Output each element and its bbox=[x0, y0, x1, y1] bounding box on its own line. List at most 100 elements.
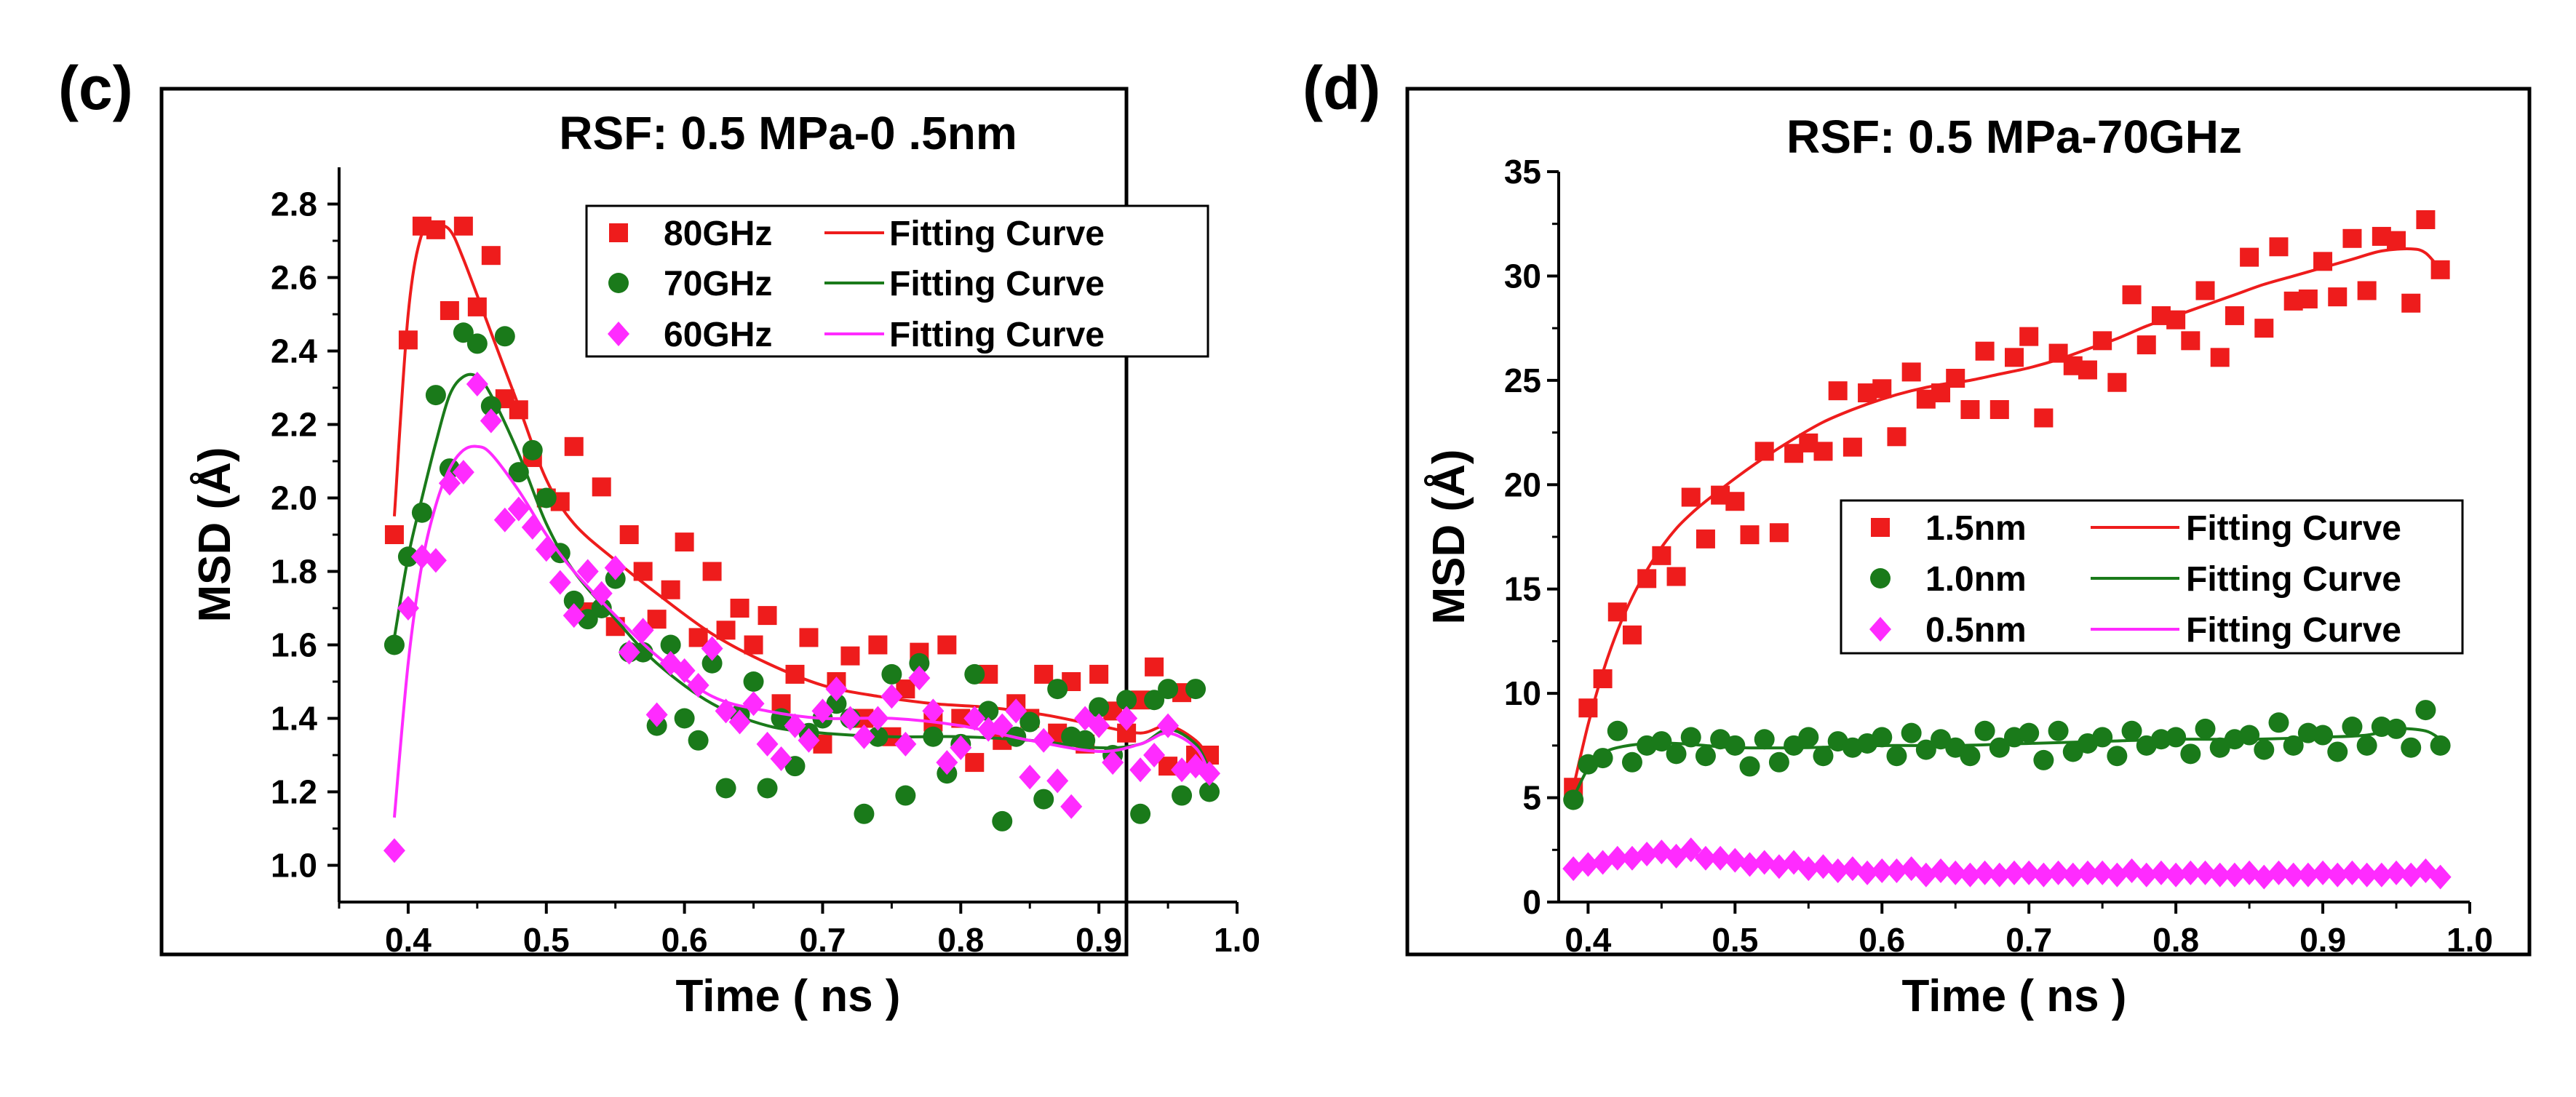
data-point bbox=[1075, 730, 1096, 751]
data-point bbox=[1562, 856, 1585, 882]
legend-fit-label: Fitting Curve bbox=[889, 316, 1105, 354]
data-point bbox=[1680, 727, 1701, 748]
data-point bbox=[825, 677, 848, 702]
data-point bbox=[867, 706, 889, 731]
data-point bbox=[2136, 335, 2156, 355]
data-point bbox=[2047, 860, 2070, 885]
legend-fit-label: Fitting Curve bbox=[2186, 509, 2401, 548]
data-point bbox=[1005, 698, 1027, 724]
x-tick-label: 0.9 bbox=[1076, 921, 1122, 959]
data-point bbox=[398, 330, 418, 350]
data-point bbox=[1666, 567, 1686, 586]
data-point bbox=[592, 477, 611, 497]
data-point bbox=[688, 628, 708, 647]
data-point bbox=[1872, 379, 1892, 399]
data-point bbox=[2165, 862, 2187, 887]
data-point bbox=[757, 778, 778, 799]
data-point bbox=[660, 634, 681, 655]
data-point bbox=[2048, 720, 2069, 741]
data-point bbox=[1652, 546, 1671, 565]
series-0.5nm bbox=[1562, 837, 2452, 890]
data-point bbox=[507, 496, 530, 522]
legend-fit-label: Fitting Curve bbox=[889, 215, 1105, 253]
data-point bbox=[1129, 757, 1152, 783]
data-point bbox=[1769, 523, 1789, 543]
data-point bbox=[744, 635, 763, 655]
data-point bbox=[564, 436, 584, 456]
y-tick-label: 2.4 bbox=[271, 332, 317, 370]
data-point bbox=[2283, 735, 2304, 756]
data-point bbox=[466, 371, 488, 396]
data-point bbox=[2034, 408, 2054, 428]
data-point bbox=[1959, 862, 1981, 887]
data-point bbox=[2430, 735, 2451, 756]
data-point bbox=[673, 658, 696, 683]
data-point bbox=[1826, 858, 1849, 883]
data-point bbox=[923, 726, 944, 747]
data-point bbox=[742, 691, 765, 717]
data-point bbox=[1885, 858, 1908, 883]
series-1.0nm bbox=[1563, 700, 2451, 810]
data-point bbox=[466, 333, 488, 354]
x-tick-label: 0.4 bbox=[1565, 921, 1611, 959]
chart-title: RSF: 0.5 MPa-70GHz bbox=[1786, 111, 2242, 163]
data-point bbox=[2254, 319, 2274, 338]
legend-fit-label: Fitting Curve bbox=[2186, 560, 2401, 599]
y-tick-label: 15 bbox=[1504, 570, 1541, 608]
data-point bbox=[2341, 860, 2364, 885]
data-point bbox=[549, 570, 571, 595]
data-point bbox=[1143, 743, 1166, 767]
data-point bbox=[1578, 698, 1598, 718]
data-point bbox=[1592, 748, 1613, 769]
data-point bbox=[2326, 862, 2349, 887]
x-tick-label: 0.9 bbox=[2299, 921, 2346, 959]
data-point bbox=[591, 598, 612, 618]
chart-panel-c: (c) RSF: 0.5 MPa-0 .5nm 0.4 0.5 0.6 0.7 0.8 0.9… bbox=[58, 54, 1260, 1021]
data-point bbox=[687, 673, 709, 698]
data-point bbox=[1872, 727, 1893, 748]
data-point bbox=[1725, 492, 1745, 511]
data-point bbox=[2166, 310, 2186, 330]
data-point bbox=[2005, 348, 2024, 367]
data-point bbox=[1577, 852, 1599, 877]
data-point bbox=[1089, 664, 1109, 684]
data-point bbox=[1666, 743, 1687, 765]
data-point bbox=[1694, 845, 1717, 871]
data-point bbox=[2342, 228, 2362, 248]
data-point bbox=[1960, 400, 1980, 420]
data-point bbox=[2195, 281, 2215, 300]
data-point bbox=[1709, 845, 1732, 871]
data-point bbox=[521, 514, 544, 540]
data-point bbox=[1679, 837, 1702, 863]
data-point bbox=[1988, 862, 2011, 887]
data-point bbox=[730, 599, 750, 618]
data-point bbox=[2387, 231, 2406, 250]
data-point bbox=[1738, 852, 1761, 877]
data-point bbox=[1606, 845, 1629, 871]
data-point bbox=[840, 646, 860, 666]
x-tick-label: 0.6 bbox=[1859, 921, 1905, 959]
y-axis-label: MSD (Å) bbox=[190, 447, 240, 622]
data-point bbox=[908, 665, 931, 690]
data-point bbox=[1622, 625, 1642, 645]
data-point bbox=[992, 810, 1013, 831]
x-tick-label: 1.0 bbox=[2446, 921, 2493, 959]
data-point bbox=[853, 724, 875, 749]
data-point bbox=[2269, 237, 2289, 257]
data-point bbox=[2356, 862, 2378, 887]
x-tick-label: 0.5 bbox=[523, 921, 570, 959]
data-point bbox=[494, 326, 515, 347]
data-point bbox=[1019, 765, 1041, 790]
data-point bbox=[632, 618, 654, 643]
data-point bbox=[936, 750, 958, 775]
data-point bbox=[880, 684, 903, 709]
data-point bbox=[1842, 437, 1862, 457]
data-point bbox=[1797, 856, 1820, 882]
data-point bbox=[1813, 746, 1834, 767]
data-point bbox=[715, 778, 736, 799]
y-tick-label: 1.8 bbox=[271, 553, 317, 591]
legend-series-label: 80GHz bbox=[664, 215, 772, 253]
data-point bbox=[1901, 362, 1921, 382]
data-point bbox=[1158, 679, 1179, 700]
